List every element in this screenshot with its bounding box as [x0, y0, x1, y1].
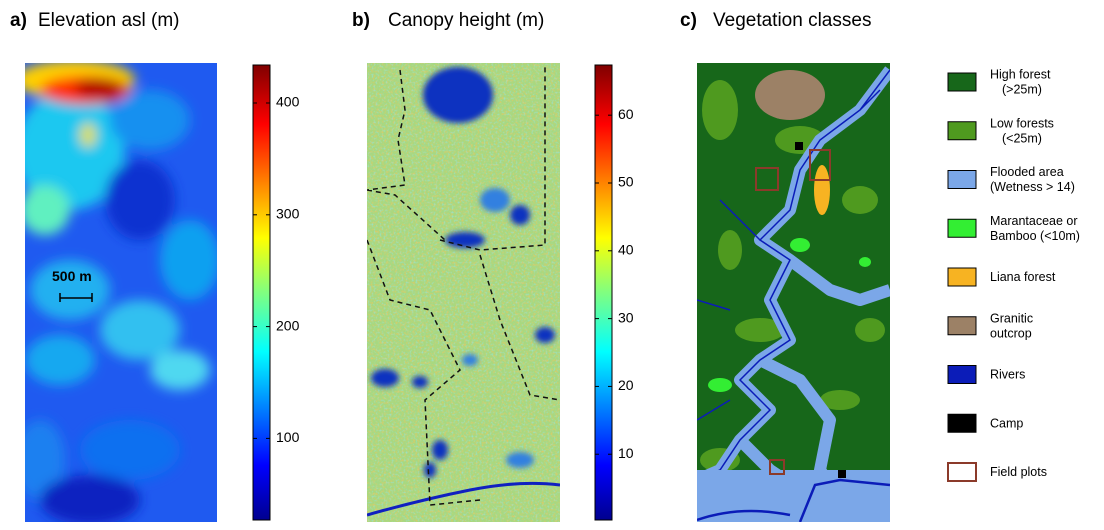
legend-label: Field plots — [990, 465, 1047, 479]
legend-label: Marantaceae or — [990, 214, 1078, 228]
colorbar-tick-label: 300 — [276, 206, 300, 222]
legend-swatch — [947, 365, 977, 384]
colorbar-frame — [594, 64, 613, 521]
panel-label: a) — [10, 10, 27, 31]
legend-swatch — [947, 267, 977, 287]
legend-swatch — [947, 316, 977, 336]
colorbar — [595, 65, 612, 520]
colorbar-tick-label: 30 — [618, 309, 634, 325]
dynamic: 100 200 300 400 10 20 30 40 50 60 High forest(>25m… — [252, 64, 1080, 521]
legend-label: outcrop — [990, 326, 1032, 340]
legend-swatch — [947, 413, 977, 433]
legend-label: (Wetness > 14) — [990, 180, 1075, 194]
legend-swatch — [947, 121, 977, 141]
legend-label: Granitic — [990, 311, 1033, 325]
colorbar-tick-label: 20 — [618, 377, 634, 393]
panel-label: c) — [680, 10, 697, 31]
legend-swatch — [947, 170, 977, 189]
colorbar-tick-label: 60 — [618, 106, 634, 122]
scale-bar — [59, 293, 93, 302]
vegetation-map — [697, 63, 890, 522]
elevation-map — [25, 63, 217, 522]
legend-label: Liana forest — [990, 270, 1056, 284]
colorbar-tick-label: 40 — [618, 242, 634, 258]
legend-swatch — [947, 462, 977, 482]
colorbar-tick-label: 50 — [618, 174, 634, 190]
legend-label: Bamboo (<10m) — [990, 229, 1080, 243]
legend-swatch — [947, 72, 977, 92]
colorbar — [253, 65, 270, 520]
panel-title: Canopy height (m) — [388, 10, 544, 31]
legend-label: Rivers — [990, 368, 1025, 382]
panel-label: b) — [352, 10, 370, 31]
panel-title: Elevation asl (m) — [38, 10, 180, 31]
legend-label: Camp — [990, 416, 1023, 430]
colorbar-tick-label: 100 — [276, 429, 300, 445]
scale-bar-label: 500 m — [52, 268, 92, 284]
legend-swatch — [947, 218, 977, 238]
colorbar-frame — [252, 64, 271, 521]
legend-label: (<25m) — [1002, 131, 1042, 145]
panel-title: Vegetation classes — [713, 10, 871, 31]
colorbar-tick-label: 400 — [276, 94, 300, 110]
colorbar-tick-label: 10 — [618, 445, 634, 461]
legend-label: (>25m) — [1002, 83, 1042, 97]
canopy-map — [367, 63, 560, 522]
colorbar-tick-label: 200 — [276, 317, 300, 333]
legend-label: High forest — [990, 68, 1051, 82]
legend-label: Flooded area — [990, 165, 1064, 179]
legend-label: Low forests — [990, 116, 1054, 130]
